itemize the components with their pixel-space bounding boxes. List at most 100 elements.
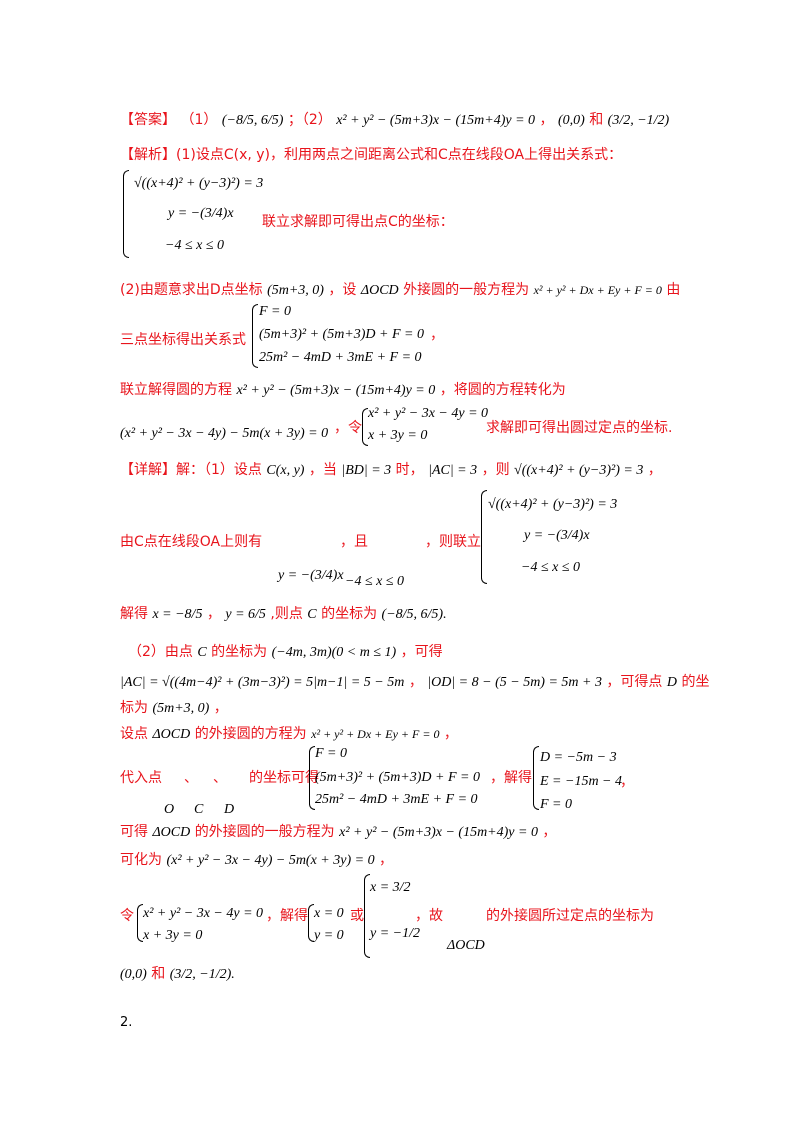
system6-eq3: F = 0 xyxy=(540,797,572,812)
brace-system-5 xyxy=(309,746,315,810)
system3-eq2: x + 3y = 0 xyxy=(368,428,428,443)
detail-text-11e: 的外接圆所过定点的坐标为 xyxy=(486,908,654,924)
detail-line-6: 标为 (5m+3, 0) ， xyxy=(120,698,228,719)
detail-text-1b: ，当 xyxy=(308,462,337,478)
detail-text-7c: ， xyxy=(443,726,458,742)
answer-comma: ， xyxy=(539,112,554,128)
system9-eq1: x = 3/2 xyxy=(370,880,411,895)
detail-c-label: C xyxy=(307,607,317,622)
system8-eq2: y = 0 xyxy=(314,928,344,943)
analysis-line-2: (2)由题意求出D点坐标 (5m+3, 0) ，设 ΔOCD 外接圆的一般方程为… xyxy=(120,280,680,301)
detail-line-1: 【详解】解：（1）设点 C(x, y) ，当 |BD| = 3 时， |AC| … xyxy=(120,460,662,481)
detail-text-8d: ， xyxy=(620,774,634,790)
detail-text-9c: ， xyxy=(542,824,557,840)
detail-fixed-point-2: (3/2, −1/2). xyxy=(169,967,235,982)
detail-c-param: (−4m, 3m)(0 < m ≤ 1) xyxy=(271,645,397,660)
detail-circle-equation: x² + y² − (5m+3)x − (15m+4)y = 0 xyxy=(339,825,538,840)
answer-fixed-point-2: (3/2, −1/2) xyxy=(607,113,670,128)
detail-text-7b: 的外接圆的方程为 xyxy=(194,726,307,742)
analysis-text-4a: 联立解得圆的方程 xyxy=(120,382,232,398)
answer-fixed-point-1: (0,0) xyxy=(557,113,585,128)
answer-point1: (−8/5, 6/5) xyxy=(221,113,284,128)
system1-eq2: y = −(3/4)x xyxy=(168,206,234,221)
detail-od-length: |OD| = 8 − (5 − 5m) = 5m + 3 xyxy=(427,675,602,690)
detail-d-label: D xyxy=(666,675,677,690)
detail-x-value: x = −8/5 xyxy=(152,607,203,622)
system6-eq1: D = −5m − 3 xyxy=(540,750,617,765)
system6-eq2: E = −15m − 4 xyxy=(540,774,623,789)
analysis-text-2a: (2)由题意求出D点坐标 xyxy=(120,282,263,298)
answer-circle-equation: x² + y² − (5m+3)x − (15m+4)y = 0 xyxy=(336,113,536,128)
system5-eq3: 25m² − 4mD + 3mE + F = 0 xyxy=(315,792,478,807)
brace-system-9 xyxy=(364,874,370,958)
answer-part1: （1） xyxy=(180,112,218,128)
detail-text-5sep: ， xyxy=(408,674,423,690)
detail-text-10a: 可化为 xyxy=(120,852,162,868)
detail-line-eq: y = −(3/4)x xyxy=(278,568,344,583)
system4-eq3: −4 ≤ x ≤ 0 xyxy=(521,560,581,575)
brace-system-6 xyxy=(533,746,539,810)
detail-text-8b: 的坐标可得 xyxy=(249,770,319,786)
detail-c-coordinate: (−8/5, 6/5). xyxy=(381,607,447,622)
detail-fixed-point-1: (0,0) xyxy=(120,967,147,982)
analysis-label: 【解析】 xyxy=(120,147,176,163)
detail-point-c: C(x, y) xyxy=(266,463,305,478)
question-number: 2. xyxy=(120,1015,133,1030)
detail-label-C: C xyxy=(194,802,204,817)
brace-system-1 xyxy=(123,170,129,258)
detail-text-11b: ，解得 xyxy=(266,908,308,924)
system5-eq1: F = 0 xyxy=(315,746,347,761)
system9-eq2: y = −1/2 xyxy=(370,926,420,941)
answer-and: 和 xyxy=(589,112,604,128)
detail-line-5: |AC| = √((4m−4)² + (3m−3)²) = 5|m−1| = 5… xyxy=(120,672,709,693)
system7-eq1: x² + y² − 3x − 4y = 0 xyxy=(143,906,264,921)
brace-system-7 xyxy=(137,904,143,942)
system2-eq2: (5m+3)² + (5m+3)D + F = 0 xyxy=(259,327,424,342)
detail-text-3sep: ， xyxy=(206,606,221,622)
brace-system-2 xyxy=(252,304,258,368)
system1-eq3: −4 ≤ x ≤ 0 xyxy=(165,238,225,253)
system7-eq2: x + 3y = 0 xyxy=(143,928,203,943)
detail-text-6b: ， xyxy=(213,700,228,716)
detail-general-equation: x² + y² + Dx + Ey + F = 0 xyxy=(311,727,440,741)
analysis-transformed-equation: (x² + y² − 3x − 4y) − 5m(x + 3y) = 0 xyxy=(120,426,329,441)
detail-triangle-3: ΔOCD xyxy=(447,938,485,953)
analysis-circle-equation: x² + y² − (5m+3)x − (15m+4)y = 0 xyxy=(236,383,436,398)
analysis-text-1-end: 联立求解即可得出点C的坐标： xyxy=(262,214,454,230)
detail-range: −4 ≤ x ≤ 0 xyxy=(345,574,405,589)
detail-line-7: 设点 ΔOCD 的外接圆的方程为 x² + y² + Dx + Ey + F =… xyxy=(120,724,458,745)
analysis-text-1: (1)设点C(x, y)，利用两点之间距离公式和C点在线段OA上得出关系式： xyxy=(176,147,623,163)
analysis-triangle: ΔOCD xyxy=(360,283,399,298)
detail-text-9b: 的外接圆的一般方程为 xyxy=(194,824,335,840)
detail-text-10b: ， xyxy=(379,852,394,868)
detail-sep-2: 、 xyxy=(213,770,227,786)
detail-line-10: 可化为 (x² + y² − 3x − 4y) − 5m(x + 3y) = 0… xyxy=(120,850,393,871)
detail-ac: |AC| = 3 xyxy=(428,463,478,478)
detail-text-1f: ， xyxy=(647,462,662,478)
detail-text-5a: ，可得点 xyxy=(606,674,663,690)
detail-text-5b: 的坐 xyxy=(681,674,710,690)
detail-text-6a: 标为 xyxy=(120,700,148,716)
detail-text-7a: 设点 xyxy=(120,726,148,742)
detail-label: 【详解】 xyxy=(120,462,176,478)
detail-line-8: 代入点 、 、 的坐标可得 xyxy=(120,768,319,788)
detail-d-coordinate: (5m+3, 0) xyxy=(152,701,210,716)
system3-eq1: x² + y² − 3x − 4y = 0 xyxy=(368,406,489,421)
detail-line-2a: 由C点在线段OA上则有 xyxy=(120,534,263,550)
detail-text-4b: 的坐标为 xyxy=(211,644,268,660)
system5-eq2: (5m+3)² + (5m+3)D + F = 0 xyxy=(315,770,480,785)
brace-system-3 xyxy=(362,408,368,446)
brace-system-8 xyxy=(308,904,314,942)
detail-distance-eq: √((x+4)² + (y−3)²) = 3 xyxy=(514,463,644,478)
detail-text-1e: ，则 xyxy=(481,462,510,478)
detail-text-3a: 解得 xyxy=(120,606,148,622)
detail-text-11c: 或 xyxy=(350,908,364,924)
detail-text-4a: （2）由点 xyxy=(128,644,193,660)
analysis-line-3: 三点坐标得出关系式 xyxy=(120,332,246,348)
system4-eq2: y = −(3/4)x xyxy=(524,528,590,543)
detail-text-4e: ，可得 xyxy=(400,644,443,660)
detail-ac-length: |AC| = √((4m−4)² + (3m−3)²) = 5|m−1| = 5… xyxy=(120,675,405,690)
detail-bd: |BD| = 3 xyxy=(341,463,392,478)
detail-text-11d: ，故 xyxy=(415,908,443,924)
detail-line-3: 解得 x = −8/5 ， y = 6/5 ,则点 C 的坐标为 (−8/5, … xyxy=(120,604,447,625)
